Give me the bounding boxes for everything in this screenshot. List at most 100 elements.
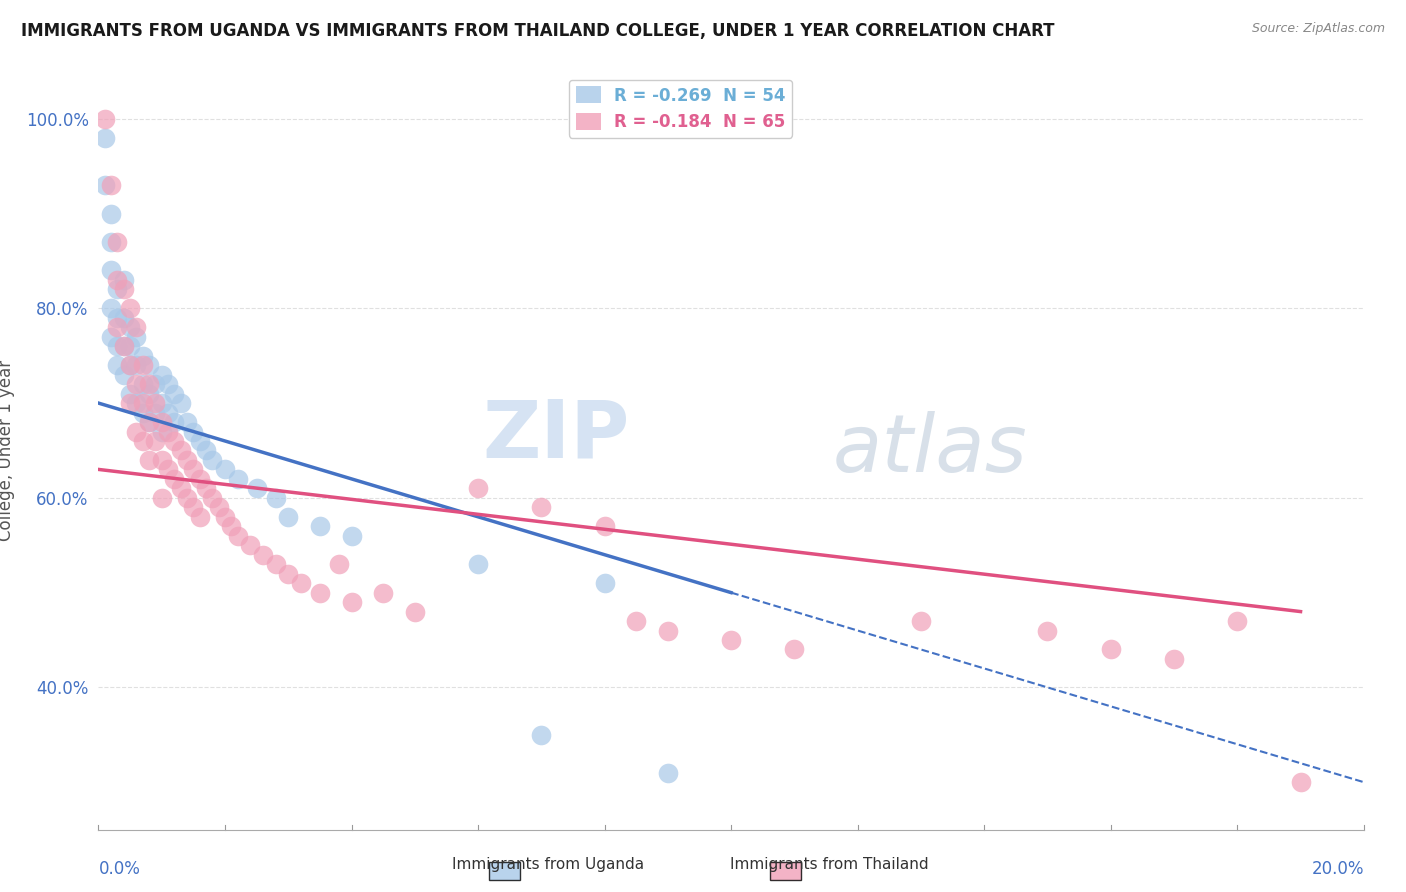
Point	[125, 425, 148, 439]
Point	[138, 415, 160, 429]
Point	[163, 472, 186, 486]
Legend: R = -0.269  N = 54, R = -0.184  N = 65: R = -0.269 N = 54, R = -0.184 N = 65	[569, 79, 792, 137]
Point	[138, 386, 160, 401]
Point	[125, 377, 148, 392]
Point	[593, 519, 616, 533]
Point	[1099, 642, 1122, 657]
Point	[657, 765, 679, 780]
Point	[194, 443, 218, 458]
Point	[93, 178, 117, 193]
Point	[145, 396, 166, 410]
Point	[467, 482, 489, 496]
Point	[290, 576, 312, 591]
Point	[145, 406, 166, 420]
Point	[125, 320, 148, 334]
Point	[125, 396, 148, 410]
Point	[145, 377, 166, 392]
Point	[1289, 775, 1312, 789]
Point	[100, 206, 122, 220]
Point	[169, 443, 191, 458]
Point	[107, 273, 129, 287]
Point	[183, 425, 205, 439]
Point	[120, 358, 141, 372]
Point	[783, 642, 806, 657]
Point	[125, 330, 148, 344]
Point	[264, 491, 287, 505]
Point	[120, 301, 141, 316]
Point	[150, 425, 173, 439]
Point	[188, 434, 211, 448]
Point	[1226, 614, 1249, 628]
Point	[150, 491, 173, 505]
Point	[176, 491, 198, 505]
Point	[100, 178, 122, 193]
Point	[593, 576, 616, 591]
Point	[340, 529, 363, 543]
Point	[132, 349, 155, 363]
Point	[157, 406, 180, 420]
Point	[120, 386, 141, 401]
Point	[107, 339, 129, 353]
Point	[107, 235, 129, 249]
Point	[264, 557, 287, 572]
Text: atlas: atlas	[832, 411, 1028, 490]
Point	[309, 519, 332, 533]
Point	[112, 310, 135, 325]
Point	[100, 235, 122, 249]
Point	[138, 377, 160, 392]
Point	[277, 509, 299, 524]
Point	[107, 358, 129, 372]
Point	[239, 538, 262, 552]
Point	[169, 482, 191, 496]
Point	[277, 566, 299, 581]
Point	[120, 358, 141, 372]
Point	[100, 301, 122, 316]
Point	[183, 500, 205, 515]
Point	[226, 529, 249, 543]
Point	[112, 368, 135, 382]
Point	[163, 386, 186, 401]
Text: 0.0%: 0.0%	[98, 860, 141, 878]
Point	[150, 453, 173, 467]
Point	[188, 472, 211, 486]
Point	[100, 263, 122, 277]
Point	[208, 500, 231, 515]
Point	[1036, 624, 1059, 638]
Point	[328, 557, 350, 572]
Text: 20.0%: 20.0%	[1312, 860, 1364, 878]
Text: IMMIGRANTS FROM UGANDA VS IMMIGRANTS FROM THAILAND COLLEGE, UNDER 1 YEAR CORRELA: IMMIGRANTS FROM UGANDA VS IMMIGRANTS FRO…	[21, 22, 1054, 40]
Point	[183, 462, 205, 476]
Point	[112, 339, 135, 353]
Point	[163, 434, 186, 448]
Point	[93, 130, 117, 145]
Text: Source: ZipAtlas.com: Source: ZipAtlas.com	[1251, 22, 1385, 36]
Point	[371, 585, 394, 599]
Point	[188, 509, 211, 524]
Point	[252, 548, 274, 562]
Text: Immigrants from Thailand: Immigrants from Thailand	[730, 857, 929, 872]
Point	[163, 415, 186, 429]
Point	[157, 425, 180, 439]
Point	[120, 320, 141, 334]
Point	[100, 330, 122, 344]
Point	[138, 415, 160, 429]
Point	[145, 434, 166, 448]
Point	[132, 406, 155, 420]
Point	[194, 482, 218, 496]
Point	[132, 377, 155, 392]
Point	[530, 500, 553, 515]
Point	[112, 273, 135, 287]
Point	[226, 472, 249, 486]
Point	[201, 491, 224, 505]
Point	[107, 320, 129, 334]
Point	[214, 509, 236, 524]
Point	[530, 728, 553, 742]
Y-axis label: College, Under 1 year: College, Under 1 year	[0, 359, 14, 541]
Point	[246, 482, 269, 496]
Point	[138, 358, 160, 372]
Point	[93, 112, 117, 126]
Point	[340, 595, 363, 609]
Point	[150, 396, 173, 410]
Point	[157, 462, 180, 476]
Point	[1163, 652, 1185, 666]
